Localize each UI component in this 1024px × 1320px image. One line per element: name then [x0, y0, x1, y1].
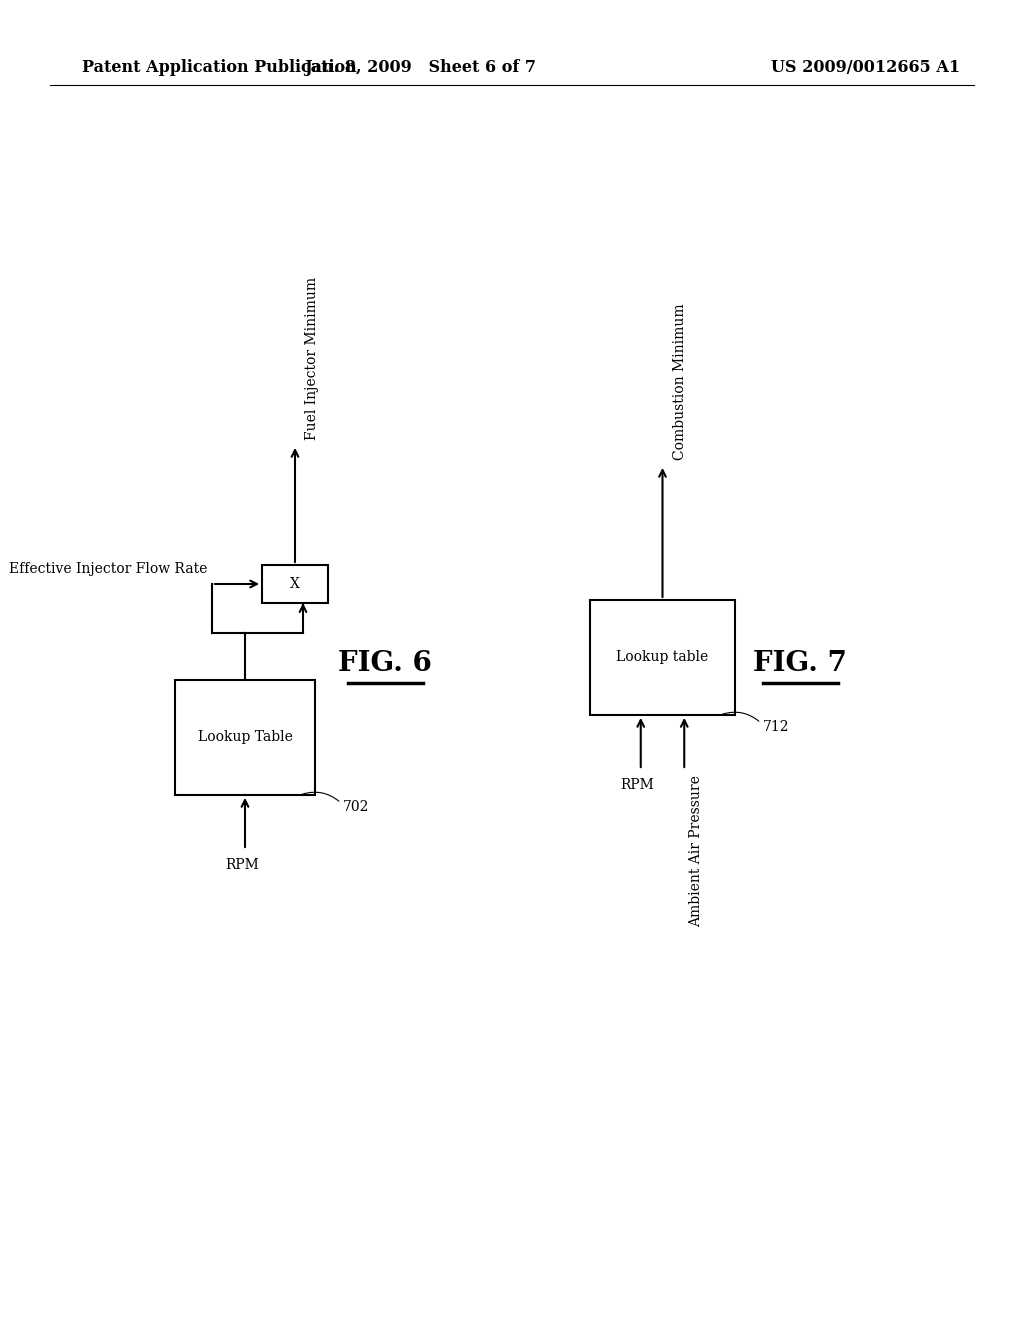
Text: Ambient Air Pressure: Ambient Air Pressure: [689, 775, 703, 927]
Text: 702: 702: [343, 800, 370, 814]
Text: RPM: RPM: [225, 858, 259, 873]
Text: X: X: [290, 577, 300, 591]
Text: FIG. 7: FIG. 7: [753, 649, 847, 677]
Bar: [262, 565, 328, 603]
Text: Patent Application Publication: Patent Application Publication: [82, 59, 356, 77]
Text: Jan. 8, 2009   Sheet 6 of 7: Jan. 8, 2009 Sheet 6 of 7: [304, 59, 536, 77]
Text: Fuel Injector Minimum: Fuel Injector Minimum: [305, 277, 319, 440]
Text: 712: 712: [763, 719, 790, 734]
Bar: [175, 680, 315, 795]
Text: Lookup table: Lookup table: [616, 651, 709, 664]
Text: RPM: RPM: [621, 777, 654, 792]
Text: Lookup Table: Lookup Table: [198, 730, 293, 744]
Text: Effective Injector Flow Rate: Effective Injector Flow Rate: [8, 562, 207, 576]
Text: FIG. 6: FIG. 6: [338, 649, 432, 677]
Text: Combustion Minimum: Combustion Minimum: [673, 304, 686, 459]
Text: US 2009/0012665 A1: US 2009/0012665 A1: [771, 59, 961, 77]
Bar: [590, 601, 735, 715]
